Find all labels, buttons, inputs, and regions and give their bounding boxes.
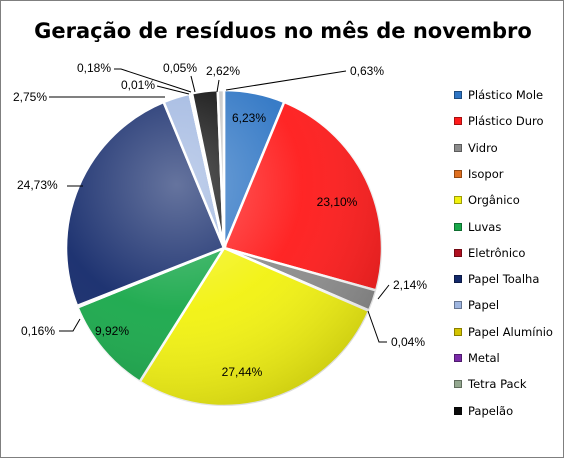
legend-swatch <box>454 196 462 205</box>
leader-line <box>216 79 220 93</box>
leader-line <box>59 318 81 332</box>
pie-gloss <box>66 90 382 406</box>
legend-item: Papelão <box>454 404 513 418</box>
leader-line <box>114 68 192 93</box>
legend-label: Tetra Pack <box>468 377 527 392</box>
chart-title: Geração de resíduos no mês de novembro <box>34 19 532 43</box>
legend-item: Plástico Duro <box>454 114 544 128</box>
legend-swatch <box>454 380 462 389</box>
legend-label: Eletrônico <box>468 245 526 260</box>
legend-swatch <box>454 248 462 257</box>
legend-label: Papel Toalha <box>468 272 540 287</box>
legend-label: Papelão <box>468 403 514 418</box>
data-label: 6,23% <box>232 111 266 125</box>
leader-line <box>190 75 196 93</box>
labels-layer: 6,23% 23,10% 2,14% 0,04% 27,44% 9,92% 0,16% 24,… <box>13 61 427 379</box>
legend-label: Orgânico <box>468 193 520 208</box>
legend-swatch <box>454 354 462 362</box>
legend-swatch <box>454 117 462 126</box>
data-label: 2,62% <box>206 64 240 78</box>
legend-label: Plástico Duro <box>468 114 544 129</box>
data-label: 2,14% <box>393 278 427 292</box>
legend-swatch <box>454 301 462 310</box>
data-label: 0,04% <box>391 335 425 349</box>
legend-label: Luvas <box>468 219 502 234</box>
legend-item: Plástico Mole <box>454 88 543 102</box>
legend-item: Papel <box>454 298 499 312</box>
legend-item: Vidro <box>454 141 498 155</box>
legend-label: Papel <box>468 298 500 313</box>
leaders-layer <box>49 68 390 343</box>
legend-label: Plástico Mole <box>468 88 544 102</box>
legend-label: Isopor <box>468 166 504 181</box>
legend-swatch <box>454 91 462 99</box>
leader-line <box>377 284 390 300</box>
data-label: 24,73% <box>17 178 58 192</box>
leader-line <box>367 310 387 343</box>
leader-line <box>156 85 190 95</box>
data-label: 9,92% <box>95 324 129 338</box>
legend-item: Eletrônico <box>454 246 525 260</box>
legend-item: Tetra Pack <box>454 377 527 391</box>
data-label: 0,18% <box>77 61 111 75</box>
legend-label: Vidro <box>468 140 498 155</box>
legend-swatch <box>454 169 462 178</box>
legend-swatch <box>454 327 462 336</box>
legend-item: Isopor <box>454 167 503 181</box>
data-label: 27,44% <box>222 365 263 379</box>
leader-line <box>225 70 347 91</box>
legend-swatch <box>454 406 462 415</box>
data-label: 23,10% <box>317 195 358 209</box>
legend-swatch <box>454 143 462 152</box>
legend-label: Metal <box>468 351 500 365</box>
data-label: 0,16% <box>21 324 55 338</box>
legend-swatch <box>454 222 462 231</box>
legend-label: Papel Alumínio <box>468 324 553 339</box>
legend-swatch <box>454 275 462 284</box>
data-label: 0,01% <box>121 78 155 92</box>
legend-item: Luvas <box>454 220 501 234</box>
legend-item: Papel Alumínio <box>454 325 553 339</box>
legend-item: Metal <box>454 351 500 365</box>
legend-item: Papel Toalha <box>454 272 539 286</box>
legend-item: Orgânico <box>454 193 520 207</box>
data-label: 0,63% <box>350 64 384 78</box>
slices-layer <box>64 88 384 408</box>
data-label: 2,75% <box>13 90 47 104</box>
data-label: 0,05% <box>163 61 197 75</box>
